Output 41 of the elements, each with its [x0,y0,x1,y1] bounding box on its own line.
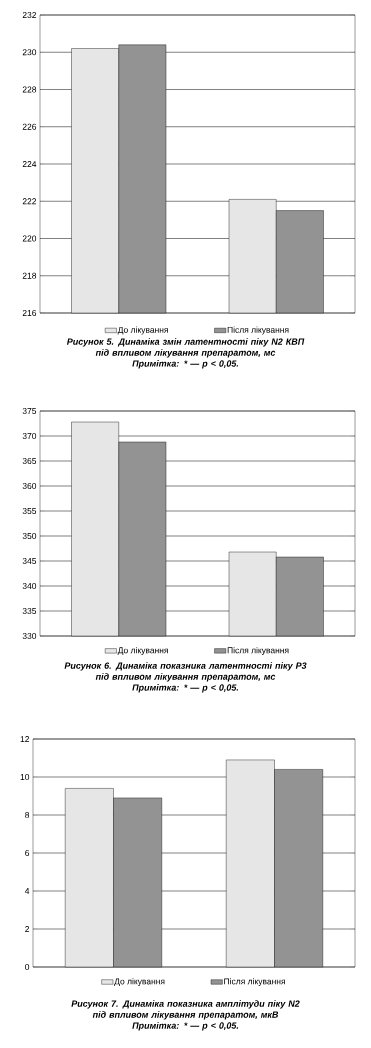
y-tick-label: 360 [22,483,37,489]
y-tick-label: 370 [22,433,37,439]
y-tick-label: 230 [22,49,37,56]
legend-label: До лікування [114,978,165,987]
legend-label: Після лікування [224,978,285,987]
text: Примітка: * — p < 0,05. [132,360,239,369]
legend-label: Після лікування [227,647,289,655]
legend-label: До лікування [117,326,168,335]
text: під впливом лікування препаратом, мс [95,349,276,358]
y-tick-label: 355 [22,508,37,514]
y-tick-label: 222 [22,198,37,205]
y-tick-label: 340 [22,583,37,589]
text: під впливом лікування препаратом, мс [95,673,276,682]
text: Примітка: * — p < 0,05. [132,1022,239,1031]
y-tick-label: 12 [20,736,30,742]
y-tick-label: 220 [22,235,37,242]
text: Примітка: * — p < 0,05. [132,684,239,693]
y-tick-label: 2 [25,926,30,932]
y-tick-label: 8 [25,812,30,818]
text: Рисунок 5. Динаміка змін латентності піку N2 КВП [66,338,305,347]
y-tick-label: 218 [22,272,37,279]
legend-label: До лікування [117,647,168,655]
y-tick-label: 365 [22,458,37,464]
y-tick-label: 345 [22,558,37,564]
y-tick-label: 4 [24,888,30,894]
y-tick-label: 0 [25,964,30,971]
text: Рисунок 6. Динаміка показника латентності піку Р3 [64,662,307,671]
text: під впливом лікування препаратом, мкВ [92,1011,279,1020]
y-tick-label: 232 [22,12,37,18]
y-tick-label: 375 [22,408,37,414]
y-tick-label: 350 [22,533,37,539]
y-tick-label: 216 [22,310,37,316]
y-tick-label: 224 [22,161,37,167]
y-tick-label: 226 [22,123,37,130]
y-tick-label: 228 [22,86,37,93]
y-tick-label: 6 [25,850,30,856]
y-tick-label: 10 [20,774,30,780]
y-tick-label: 330 [22,633,37,639]
legend-label: Після лікування [227,326,289,335]
text: Рисунок 7. Динаміка показника амплітуди піку N2 [71,1000,300,1009]
y-tick-label: 335 [22,608,37,614]
